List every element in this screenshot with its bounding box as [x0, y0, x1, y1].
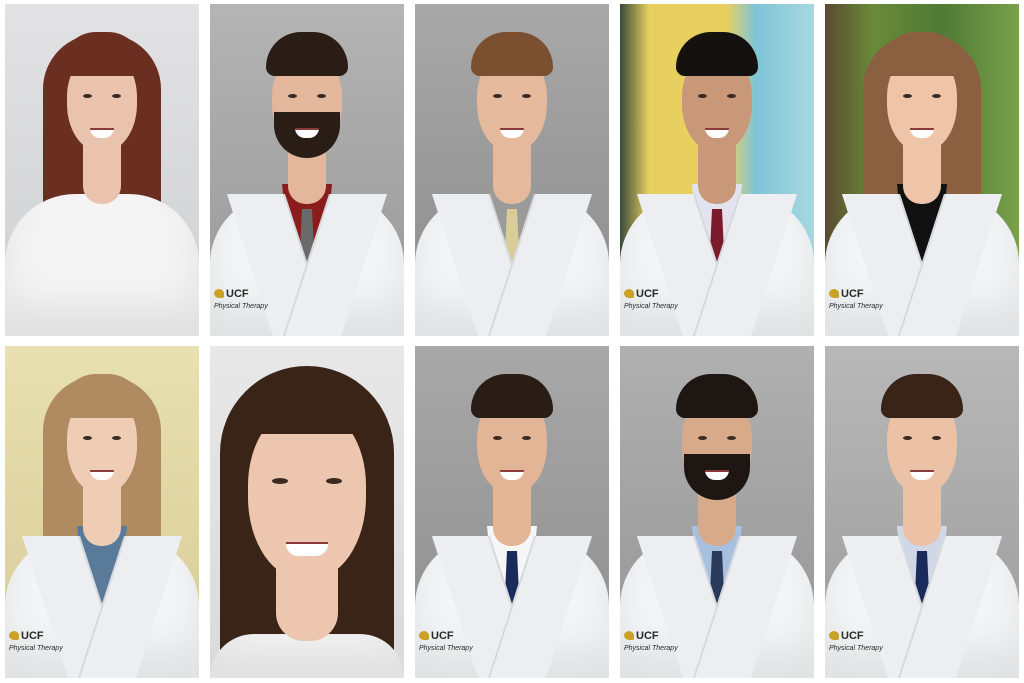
smile: [910, 128, 934, 138]
headshot-photo: UCF Physical Therapy: [825, 346, 1019, 678]
headshot-photo: UCF Physical Therapy: [5, 346, 199, 678]
logo-text: UCF: [431, 630, 454, 642]
eye-right: [727, 436, 736, 440]
neck: [903, 486, 941, 546]
eye-right: [112, 436, 121, 440]
pegasus-icon: [9, 631, 19, 640]
eye-left: [698, 436, 707, 440]
logo-subtext: Physical Therapy: [419, 645, 473, 652]
portrait: [5, 346, 199, 678]
eye-right: [112, 94, 121, 98]
neck: [83, 144, 121, 204]
logo-text: UCF: [21, 630, 44, 642]
headshot-photo: UCF Physical Therapy: [210, 4, 404, 336]
ucf-logo: UCF Physical Therapy: [9, 631, 63, 654]
portrait: [210, 346, 404, 678]
ucf-logo: UCF Physical Therapy: [829, 631, 883, 654]
headshot-photo: UCF Physical Therapy: [620, 4, 814, 336]
eye-right: [932, 94, 941, 98]
smile: [705, 470, 729, 480]
neck: [698, 144, 736, 204]
eye-left: [493, 94, 502, 98]
logo-subtext: Physical Therapy: [624, 645, 678, 652]
smile: [500, 128, 524, 138]
pegasus-icon: [829, 631, 839, 640]
headshot-photo: [5, 4, 199, 336]
eye-left: [83, 436, 92, 440]
smile: [705, 128, 729, 138]
portrait: [825, 4, 1019, 336]
eye-left: [288, 94, 297, 98]
neck: [83, 486, 121, 546]
logo-text: UCF: [636, 630, 659, 642]
headshot-photo: UCF Physical Therapy: [825, 4, 1019, 336]
headshot-photo: [415, 4, 609, 336]
logo-subtext: Physical Therapy: [9, 645, 63, 652]
portrait: [415, 4, 609, 336]
smile: [295, 128, 319, 138]
portrait: [620, 346, 814, 678]
blouse: [5, 194, 199, 336]
headshot-photo: UCF Physical Therapy: [620, 346, 814, 678]
hair: [266, 32, 348, 76]
logo-text: UCF: [841, 630, 864, 642]
portrait: [825, 346, 1019, 678]
pegasus-icon: [624, 631, 634, 640]
eye-left: [903, 94, 912, 98]
hair: [242, 368, 372, 434]
logo-subtext: Physical Therapy: [214, 303, 268, 310]
logo-text: UCF: [636, 288, 659, 300]
portrait: [620, 4, 814, 336]
portrait: [415, 346, 609, 678]
ucf-logo: UCF Physical Therapy: [624, 631, 678, 654]
smile: [910, 470, 934, 480]
hair: [881, 374, 963, 418]
ucf-logo: UCF Physical Therapy: [829, 289, 883, 312]
pegasus-icon: [214, 289, 224, 298]
eye-left: [903, 436, 912, 440]
ucf-logo: UCF Physical Therapy: [624, 289, 678, 312]
logo-text: UCF: [841, 288, 864, 300]
pegasus-icon: [419, 631, 429, 640]
eye-left: [698, 94, 707, 98]
hair: [471, 374, 553, 418]
pegasus-icon: [624, 289, 634, 298]
eye-left: [83, 94, 92, 98]
hair: [676, 32, 758, 76]
smile: [500, 470, 524, 480]
eye-right: [522, 436, 531, 440]
smile: [90, 470, 114, 480]
eye-right: [326, 478, 342, 484]
eye-right: [727, 94, 736, 98]
neck: [903, 144, 941, 204]
smile: [90, 128, 114, 138]
hair: [676, 374, 758, 418]
headshot-photo: [210, 346, 404, 678]
hair: [881, 32, 963, 76]
logo-subtext: Physical Therapy: [829, 303, 883, 310]
neck: [493, 144, 531, 204]
logo-subtext: Physical Therapy: [624, 303, 678, 310]
eye-left: [493, 436, 502, 440]
portrait: [5, 4, 199, 336]
hair: [471, 32, 553, 76]
pegasus-icon: [829, 289, 839, 298]
ucf-logo: UCF Physical Therapy: [214, 289, 268, 312]
smile: [286, 542, 328, 556]
eye-right: [522, 94, 531, 98]
blouse: [210, 634, 404, 678]
headshot-photo: UCF Physical Therapy: [415, 346, 609, 678]
neck: [493, 486, 531, 546]
ucf-logo: UCF Physical Therapy: [419, 631, 473, 654]
hair: [61, 32, 143, 76]
hair: [61, 374, 143, 418]
eye-right: [317, 94, 326, 98]
portrait: [210, 4, 404, 336]
logo-text: UCF: [226, 288, 249, 300]
logo-subtext: Physical Therapy: [829, 645, 883, 652]
eye-right: [932, 436, 941, 440]
eye-left: [272, 478, 288, 484]
